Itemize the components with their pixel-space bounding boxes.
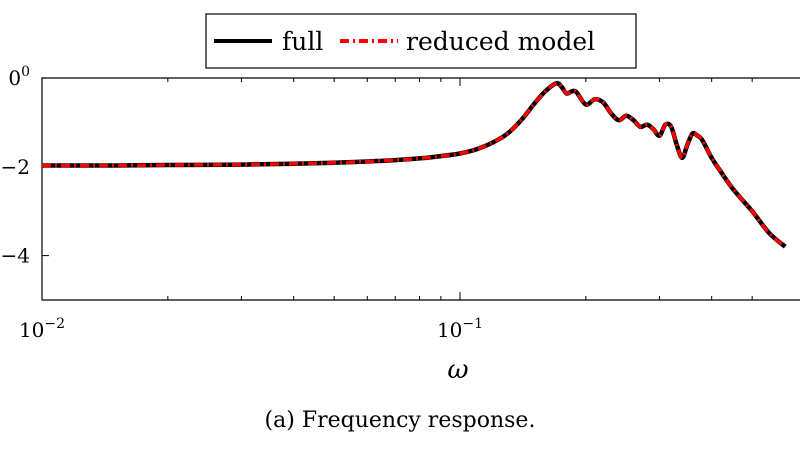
y-tick-label-2: −4 <box>1 244 30 268</box>
series-line-full <box>42 80 787 249</box>
legend: full reduced model <box>205 13 637 69</box>
series-line-reduced-model <box>42 81 787 249</box>
axis-ticks <box>41 77 461 300</box>
series-layer <box>42 80 787 249</box>
y-tick-label-1: −2 <box>1 155 30 179</box>
legend-label-reduced: reduced model <box>406 27 595 56</box>
x-tick-label-1: 10−1 <box>437 316 483 342</box>
y-tick-labels: 00 −2 −4 <box>1 64 30 268</box>
legend-box <box>205 13 637 69</box>
minor-ticks <box>167 78 753 300</box>
figure-caption: (a) Frequency response. <box>265 408 536 433</box>
plot-frame <box>41 77 800 301</box>
x-tick-labels: 10−2 10−1 <box>19 316 483 342</box>
legend-label-full: full <box>282 27 323 56</box>
x-axis-label: ω <box>447 355 468 385</box>
x-tick-label-0: 10−2 <box>19 316 65 342</box>
y-tick-label-0: 00 <box>8 64 30 90</box>
